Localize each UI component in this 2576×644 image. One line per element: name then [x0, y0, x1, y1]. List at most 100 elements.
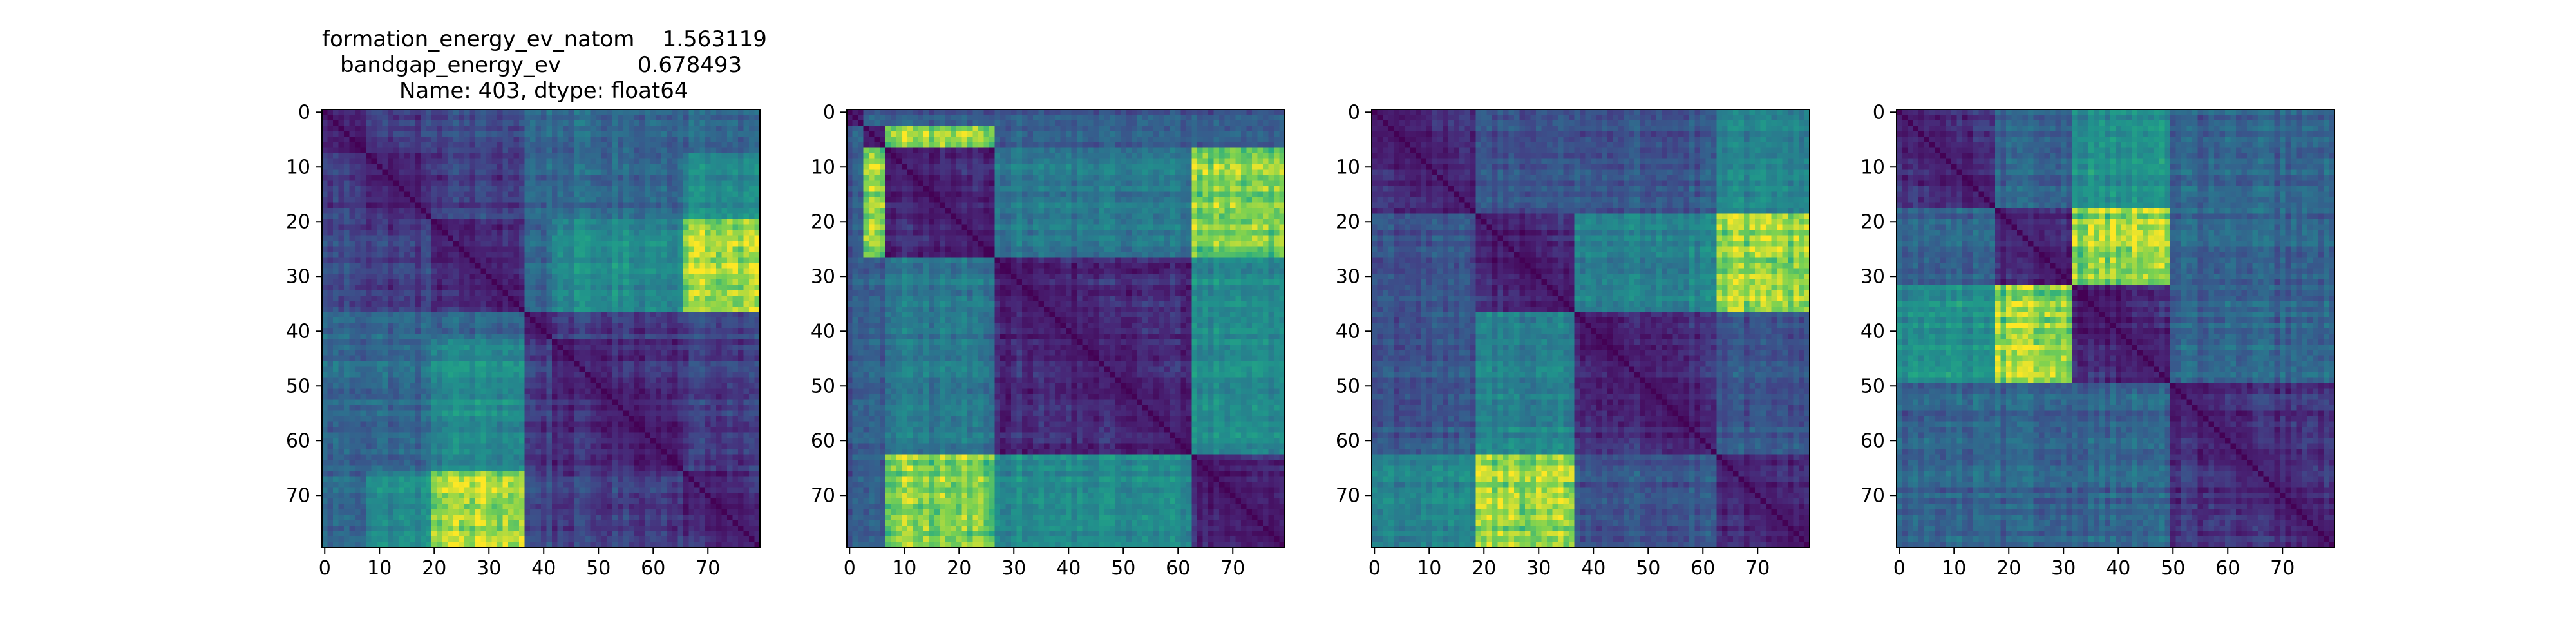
- heatmap-cell: [585, 219, 591, 225]
- heatmap-cell: [333, 191, 339, 198]
- heatmap-cell: [705, 355, 712, 362]
- heatmap-cell: [459, 334, 465, 340]
- heatmap-cell: [705, 147, 712, 154]
- heatmap-cell: [513, 235, 520, 242]
- heatmap-cell: [360, 230, 366, 236]
- heatmap-cell: [437, 366, 443, 373]
- heatmap-cell: [672, 246, 679, 252]
- heatmap-cell: [639, 158, 646, 165]
- heatmap-cell: [667, 274, 673, 280]
- heatmap-cell: [590, 410, 596, 417]
- heatmap-cell: [716, 120, 723, 127]
- heatmap-cell: [355, 323, 361, 329]
- heatmap-cell: [513, 219, 520, 225]
- heatmap-cell: [743, 377, 750, 384]
- heatmap-cell: [574, 345, 580, 351]
- heatmap-cell: [699, 366, 706, 373]
- heatmap-cell: [568, 307, 574, 313]
- heatmap-cell: [491, 307, 498, 313]
- heatmap-cell: [699, 345, 706, 351]
- heatmap-cell: [404, 285, 410, 291]
- heatmap-cell: [431, 137, 438, 143]
- heatmap-cell: [585, 416, 591, 422]
- heatmap-cell: [754, 137, 761, 143]
- heatmap-cell: [377, 186, 383, 193]
- heatmap-cell: [694, 230, 701, 236]
- heatmap-cell: [568, 120, 574, 127]
- heatmap-cell: [491, 197, 498, 204]
- heatmap-cell: [399, 241, 405, 247]
- heatmap-cell: [667, 137, 673, 143]
- heatmap-cell: [371, 345, 377, 351]
- heatmap-cell: [754, 279, 761, 285]
- heatmap-cell: [459, 153, 465, 160]
- heatmap-cell: [371, 109, 377, 116]
- heatmap-cell: [541, 438, 547, 444]
- heatmap-cell: [508, 296, 515, 302]
- heatmap-cell: [727, 383, 734, 390]
- heatmap-cell: [404, 377, 410, 384]
- heatmap-cell: [645, 427, 651, 433]
- heatmap-cell: [629, 350, 635, 357]
- heatmap-cell: [694, 268, 701, 274]
- heatmap-cell: [437, 290, 443, 296]
- heatmap-cell: [513, 175, 520, 182]
- heatmap-cell: [585, 307, 591, 313]
- heatmap-cell: [738, 399, 744, 406]
- heatmap-cell: [344, 131, 350, 138]
- heatmap-cell: [623, 180, 629, 187]
- heatmap-cell: [327, 394, 334, 401]
- heatmap-cell: [388, 158, 394, 165]
- heatmap-cell: [333, 449, 339, 455]
- heatmap-cell: [661, 153, 668, 160]
- heatmap-cell: [513, 377, 520, 384]
- heatmap-cell: [442, 449, 449, 455]
- heatmap-cell: [645, 312, 651, 318]
- heatmap-cell: [557, 317, 564, 324]
- heatmap-cell: [426, 180, 432, 187]
- heatmap-cell: [645, 317, 651, 324]
- heatmap-cell: [754, 361, 761, 368]
- heatmap-cell: [557, 307, 564, 313]
- heatmap-cell: [382, 137, 388, 143]
- heatmap-cell: [502, 137, 509, 143]
- heatmap-cell: [502, 307, 509, 313]
- heatmap-cell: [399, 285, 405, 291]
- heatmap-cell: [754, 191, 761, 198]
- heatmap-cell: [710, 345, 717, 351]
- heatmap-cell: [519, 197, 526, 204]
- heatmap-cell: [431, 432, 438, 439]
- heatmap-cell: [645, 328, 651, 335]
- heatmap-cell: [738, 137, 744, 143]
- heatmap-cell: [694, 317, 701, 324]
- heatmap-cell: [486, 115, 493, 121]
- heatmap-cell: [639, 268, 646, 274]
- heatmap-cell: [410, 126, 416, 132]
- heatmap-cell: [486, 399, 493, 406]
- heatmap-cell: [552, 355, 558, 362]
- heatmap-cell: [612, 355, 618, 362]
- heatmap-cell: [612, 131, 618, 138]
- heatmap-cell: [585, 186, 591, 193]
- heatmap-cell: [322, 274, 328, 280]
- heatmap-cell: [710, 410, 717, 417]
- heatmap-cell: [333, 317, 339, 324]
- heatmap-cell: [393, 449, 399, 455]
- heatmap-cell: [710, 285, 717, 291]
- heatmap-cell: [541, 317, 547, 324]
- heatmap-cell: [437, 307, 443, 313]
- heatmap-cell: [530, 427, 536, 433]
- heatmap-cell: [743, 257, 750, 263]
- heatmap-cell: [535, 350, 542, 357]
- heatmap-cell: [480, 263, 487, 269]
- heatmap-cell: [349, 416, 355, 422]
- heatmap-cell: [415, 158, 421, 165]
- heatmap-cell: [475, 372, 482, 379]
- heatmap-cell: [431, 208, 438, 214]
- heatmap-cell: [349, 219, 355, 225]
- heatmap-cell: [475, 147, 482, 154]
- heatmap-cell: [618, 263, 624, 269]
- heatmap-cell: [618, 175, 624, 182]
- heatmap-cell: [448, 279, 454, 285]
- heatmap-cell: [634, 224, 640, 231]
